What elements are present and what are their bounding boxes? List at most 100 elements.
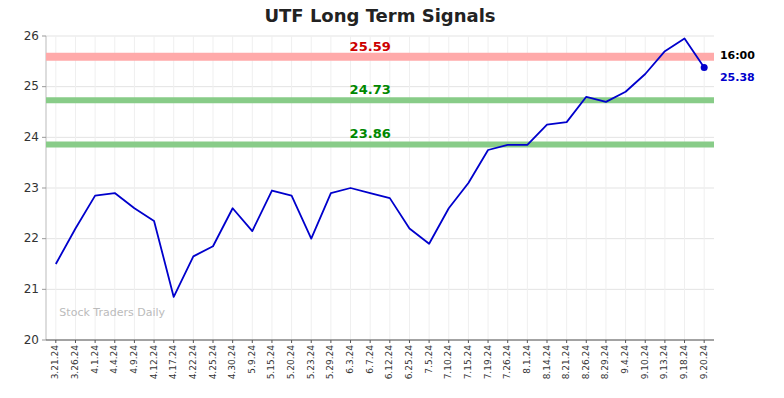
x-tick bbox=[547, 340, 548, 343]
x-tick-label: 7.19.24 bbox=[483, 345, 493, 380]
x-tick-label: 7.26.24 bbox=[502, 345, 512, 380]
x-tick bbox=[154, 340, 155, 343]
annotation: 25.38 bbox=[720, 71, 755, 84]
y-tick bbox=[42, 340, 46, 341]
x-tick-label: 3.26.24 bbox=[70, 345, 80, 380]
x-tick bbox=[448, 340, 449, 343]
x-grid-line bbox=[507, 36, 508, 340]
x-tick bbox=[468, 340, 469, 343]
reference-line bbox=[46, 141, 714, 147]
x-grid-line bbox=[429, 36, 430, 340]
x-tick bbox=[507, 340, 508, 343]
x-tick-label: 6.12.24 bbox=[384, 345, 394, 380]
reference-label: 24.73 bbox=[350, 82, 391, 97]
x-grid-line bbox=[664, 36, 665, 340]
chart: 202122232425263.21.243.26.244.1.244.4.24… bbox=[0, 0, 784, 398]
y-tick-label: 24 bbox=[24, 130, 39, 144]
y-tick-label: 26 bbox=[24, 29, 39, 43]
y-tick bbox=[42, 289, 46, 290]
x-tick bbox=[409, 340, 410, 343]
x-tick-label: 6.3.24 bbox=[345, 345, 355, 374]
x-grid-line bbox=[134, 36, 135, 340]
x-grid-line bbox=[252, 36, 253, 340]
x-tick bbox=[704, 340, 705, 343]
x-grid-line bbox=[271, 36, 272, 340]
x-grid-line bbox=[232, 36, 233, 340]
x-grid-line bbox=[114, 36, 115, 340]
x-tick-label: 9.18.24 bbox=[679, 345, 689, 380]
x-tick-label: 7.5.24 bbox=[424, 345, 434, 374]
x-tick bbox=[605, 340, 606, 343]
x-tick-label: 6.25.24 bbox=[404, 345, 414, 380]
x-grid-line bbox=[488, 36, 489, 340]
title: UTF Long Term Signals bbox=[264, 5, 495, 26]
x-grid-line bbox=[311, 36, 312, 340]
plot-data bbox=[46, 39, 714, 297]
annotation: 16:00 bbox=[720, 49, 755, 62]
x-tick-label: 9.10.24 bbox=[640, 345, 650, 380]
x-tick bbox=[311, 340, 312, 343]
x-tick-label: 8.29.24 bbox=[600, 345, 610, 380]
x-tick-label: 9.20.24 bbox=[699, 345, 709, 380]
y-tick-label: 20 bbox=[24, 333, 39, 347]
x-grid-line bbox=[213, 36, 214, 340]
x-tick bbox=[95, 340, 96, 343]
x-tick bbox=[55, 340, 56, 343]
y-grid-line bbox=[46, 289, 714, 290]
y-tick bbox=[42, 36, 46, 37]
x-tick-label: 7.10.24 bbox=[443, 345, 453, 380]
x-grid-line bbox=[704, 36, 705, 340]
reference-line bbox=[46, 53, 714, 61]
x-tick-label: 5.15.24 bbox=[266, 345, 276, 380]
x-tick bbox=[429, 340, 430, 343]
y-grid-line bbox=[46, 238, 714, 239]
x-tick-label: 7.15.24 bbox=[463, 345, 473, 380]
x-tick-label: 4.4.24 bbox=[109, 345, 119, 374]
x-grid-line bbox=[586, 36, 587, 340]
y-tick bbox=[42, 86, 46, 87]
x-tick-label: 4.9.24 bbox=[129, 345, 139, 374]
x-tick bbox=[232, 340, 233, 343]
x-grid-line bbox=[625, 36, 626, 340]
watermark: Stock Traders Daily bbox=[59, 306, 165, 319]
x-grid-line bbox=[645, 36, 646, 340]
line bbox=[56, 39, 704, 297]
x-grid-line bbox=[566, 36, 567, 340]
x-tick bbox=[566, 340, 567, 343]
x-grid-line bbox=[75, 36, 76, 340]
x-grid-line bbox=[409, 36, 410, 340]
y-tick-label: 22 bbox=[24, 231, 39, 245]
x-grid-line bbox=[684, 36, 685, 340]
x-tick-label: 8.14.24 bbox=[542, 345, 552, 380]
reference-label: 23.86 bbox=[350, 126, 391, 141]
x-tick-label: 8.26.24 bbox=[581, 345, 591, 380]
x-tick bbox=[75, 340, 76, 343]
x-tick bbox=[625, 340, 626, 343]
x-grid-line bbox=[55, 36, 56, 340]
x-tick-label: 4.1.24 bbox=[90, 345, 100, 374]
x-tick bbox=[350, 340, 351, 343]
x-axis-line bbox=[46, 340, 714, 341]
x-grid-line bbox=[527, 36, 528, 340]
x-tick-label: 9.4.24 bbox=[620, 345, 630, 374]
axes: 202122232425263.21.243.26.244.1.244.4.24… bbox=[24, 29, 714, 380]
x-tick-label: 9.13.24 bbox=[659, 345, 669, 380]
x-tick bbox=[645, 340, 646, 343]
x-tick bbox=[586, 340, 587, 343]
x-tick-label: 4.12.24 bbox=[149, 345, 159, 380]
x-grid-line bbox=[154, 36, 155, 340]
x-tick-label: 8.1.24 bbox=[522, 345, 532, 374]
y-tick bbox=[42, 137, 46, 138]
x-tick bbox=[114, 340, 115, 343]
x-tick-label: 8.21.24 bbox=[561, 345, 571, 380]
x-tick bbox=[173, 340, 174, 343]
x-tick-label: 5.23.24 bbox=[306, 345, 316, 380]
x-tick bbox=[271, 340, 272, 343]
x-tick bbox=[527, 340, 528, 343]
x-grid-line bbox=[330, 36, 331, 340]
x-grid-line bbox=[605, 36, 606, 340]
x-grid-line bbox=[468, 36, 469, 340]
x-grid-line bbox=[547, 36, 548, 340]
x-tick bbox=[389, 340, 390, 343]
x-tick bbox=[488, 340, 489, 343]
